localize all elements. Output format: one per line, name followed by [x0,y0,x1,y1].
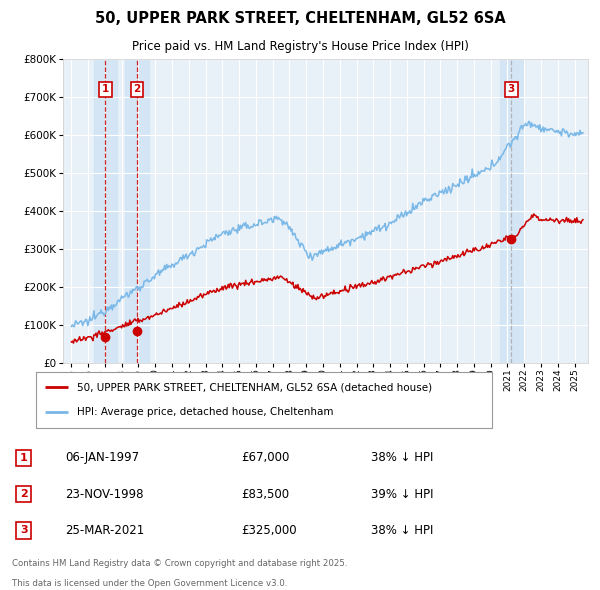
Text: 2: 2 [20,489,28,499]
Text: 50, UPPER PARK STREET, CHELTENHAM, GL52 6SA (detached house): 50, UPPER PARK STREET, CHELTENHAM, GL52 … [77,382,432,392]
Text: 1: 1 [102,84,109,94]
Bar [500,59,523,363]
Text: £83,500: £83,500 [241,487,289,501]
Text: 1: 1 [20,453,28,463]
Text: 3: 3 [20,526,28,535]
Text: £67,000: £67,000 [241,451,290,464]
Text: 2: 2 [133,84,140,94]
Text: 23-NOV-1998: 23-NOV-1998 [65,487,143,501]
Text: 25-MAR-2021: 25-MAR-2021 [65,524,144,537]
Text: 39% ↓ HPI: 39% ↓ HPI [371,487,433,501]
Text: Price paid vs. HM Land Registry's House Price Index (HPI): Price paid vs. HM Land Registry's House … [131,40,469,53]
Text: 38% ↓ HPI: 38% ↓ HPI [371,451,433,464]
Text: HPI: Average price, detached house, Cheltenham: HPI: Average price, detached house, Chel… [77,407,334,417]
Text: 50, UPPER PARK STREET, CHELTENHAM, GL52 6SA: 50, UPPER PARK STREET, CHELTENHAM, GL52 … [95,11,505,26]
FancyBboxPatch shape [36,372,492,428]
Text: 06-JAN-1997: 06-JAN-1997 [65,451,139,464]
Bar [94,59,117,363]
Text: Contains HM Land Registry data © Crown copyright and database right 2025.: Contains HM Land Registry data © Crown c… [12,559,347,569]
Text: £325,000: £325,000 [241,524,297,537]
Text: 38% ↓ HPI: 38% ↓ HPI [371,524,433,537]
Bar [125,59,149,363]
Text: This data is licensed under the Open Government Licence v3.0.: This data is licensed under the Open Gov… [12,579,287,588]
Text: 3: 3 [508,84,515,94]
